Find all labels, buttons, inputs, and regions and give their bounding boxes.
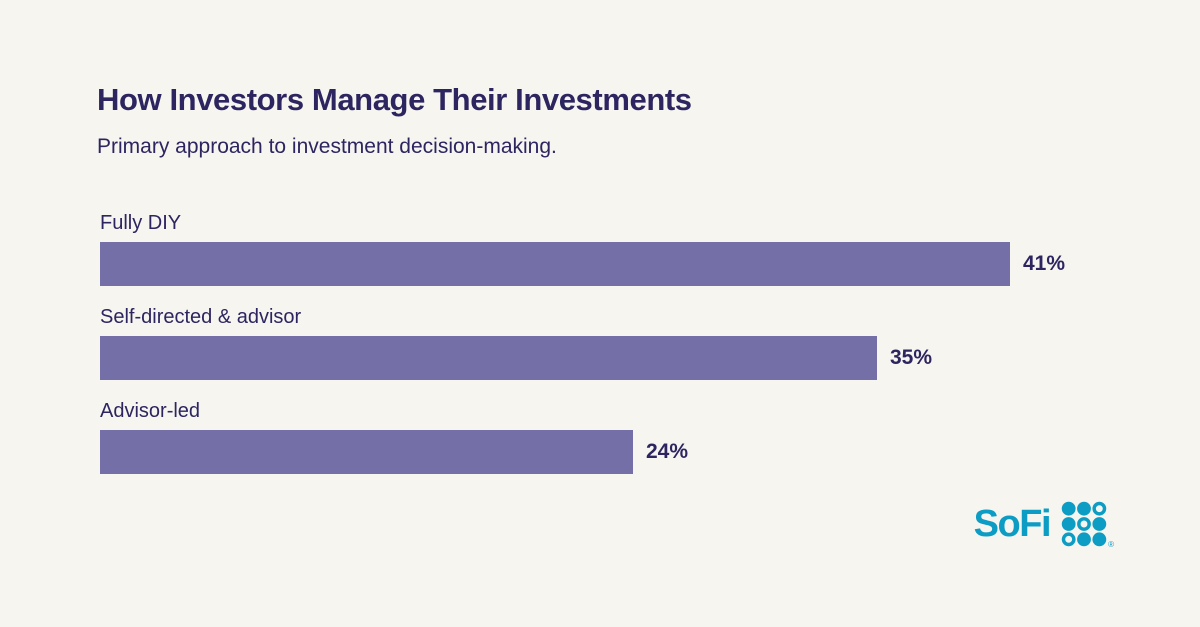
sofi-wordmark: SoFi: [973, 503, 1052, 545]
bar-value-label: 35%: [890, 346, 933, 369]
bar-row: Fully DIY 41%: [100, 212, 1200, 286]
sofi-logo: SoFi ®: [973, 501, 1114, 549]
bar-value-label: 24%: [646, 440, 689, 463]
bar-chart: Fully DIY 41% Self-directed & advisor 35% Ad…: [97, 212, 1200, 474]
sofi-dots-wrap: ®: [1061, 501, 1114, 549]
bar: [100, 336, 877, 380]
registered-trademark: ®: [1108, 540, 1114, 549]
bar: [100, 242, 1010, 286]
bar-value-label: 41%: [1023, 252, 1066, 275]
page-title: How Investors Manage Their Investments: [97, 82, 692, 117]
bar-category-label: Fully DIY: [100, 212, 182, 234]
content-area: How Investors Manage Their Investments P…: [97, 82, 1200, 474]
bar-category-label: Self-directed & advisor: [100, 306, 302, 328]
bar: [100, 430, 633, 474]
bar-row: Self-directed & advisor 35%: [100, 306, 1200, 380]
sofi-dots-icon: [1061, 501, 1107, 547]
bar-line: 35%: [100, 336, 1200, 380]
bar-line: 24%: [100, 430, 1200, 474]
bar-row: Advisor-led 24%: [100, 400, 1200, 474]
bar-line: 41%: [100, 242, 1200, 286]
chart-subtitle: Primary approach to investment decision-…: [97, 135, 557, 158]
bar-category-label: Advisor-led: [100, 400, 201, 422]
